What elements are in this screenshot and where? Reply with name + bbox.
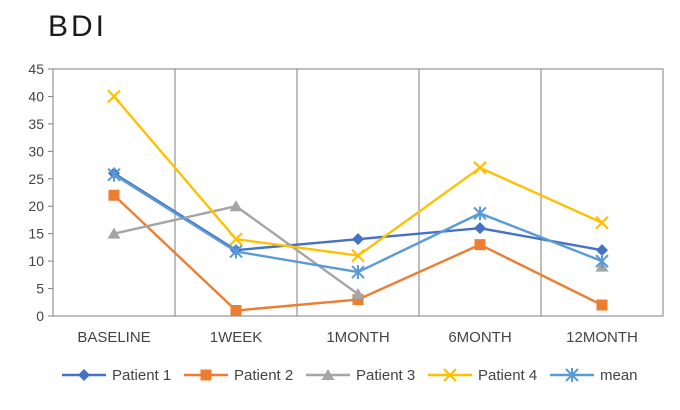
data-point-patient-3 [351,288,365,300]
data-point-patient-2 [108,189,120,201]
y-tick-label: 40 [28,88,44,104]
data-point-patient-4 [229,232,243,246]
series-patient-4 [107,89,609,263]
plot-frame [52,68,664,317]
y-tick-label: 25 [28,171,44,187]
data-point-mean [473,206,487,221]
data-point-patient-2 [352,294,364,306]
legend-item-patient-2: Patient 2 [184,367,293,384]
legend: Patient 1 Patient 2 Patient 3 Patient 4 mean [62,367,638,384]
data-point-patient-2 [230,305,242,317]
legend-label: Patient 4 [478,367,537,384]
data-point-patient-1 [352,233,364,246]
legend-item-mean: mean [550,367,638,384]
legend-item-patient-3: Patient 3 [306,367,415,384]
data-point-patient-2 [474,239,486,251]
series-layer [107,89,609,317]
axes: 0 5 10 15 20 25 30 35 40 45 BASELINE 1WEEK 1MONTH 6MO… [28,61,664,346]
x-tick-label: 1MONTH [326,329,389,346]
data-point-patient-4 [351,248,365,263]
legend-item-patient-4: Patient 4 [428,367,537,384]
y-tick-label: 15 [28,226,44,242]
y-tick-label: 0 [36,308,44,324]
data-point-patient-1 [596,244,608,257]
y-tick-label: 10 [28,253,44,269]
x-tick-label: BASELINE [77,329,150,346]
data-point-mean [229,244,243,259]
legend-label: Patient 3 [356,367,415,384]
legend-marker [200,369,212,381]
data-point-mean [107,167,121,182]
legend-label: Patient 1 [112,367,171,384]
legend-marker [565,368,579,382]
series-mean [107,167,609,280]
legend-marker [321,369,335,380]
y-tick-label: 45 [28,61,44,77]
chart-title: BDI [48,10,108,43]
y-tick-label: 35 [28,116,44,132]
data-point-mean [351,265,365,280]
series-patient-3 [107,200,609,300]
data-point-mean [595,254,609,269]
data-point-patient-3 [107,227,121,239]
data-point-patient-4 [473,161,487,175]
data-point-patient-1 [474,222,486,235]
data-point-patient-3 [229,200,243,212]
legend-marker [78,369,90,381]
legend-marker [443,368,457,382]
data-point-patient-4 [595,215,609,230]
legend-label: mean [600,367,638,384]
x-tick-label: 6MONTH [448,329,511,346]
x-tick-label: 1WEEK [210,329,263,346]
data-point-patient-2 [596,299,608,311]
y-tick-label: 20 [28,198,44,214]
series-patient-1 [108,167,608,257]
legend-label: Patient 2 [234,367,293,384]
x-tick-label: 12MONTH [566,329,638,346]
legend-item-patient-1: Patient 1 [62,367,171,384]
series-patient-2 [108,189,608,317]
y-tick-label: 30 [28,143,44,159]
data-point-patient-4 [107,89,121,104]
y-tick-label: 5 [36,281,44,297]
